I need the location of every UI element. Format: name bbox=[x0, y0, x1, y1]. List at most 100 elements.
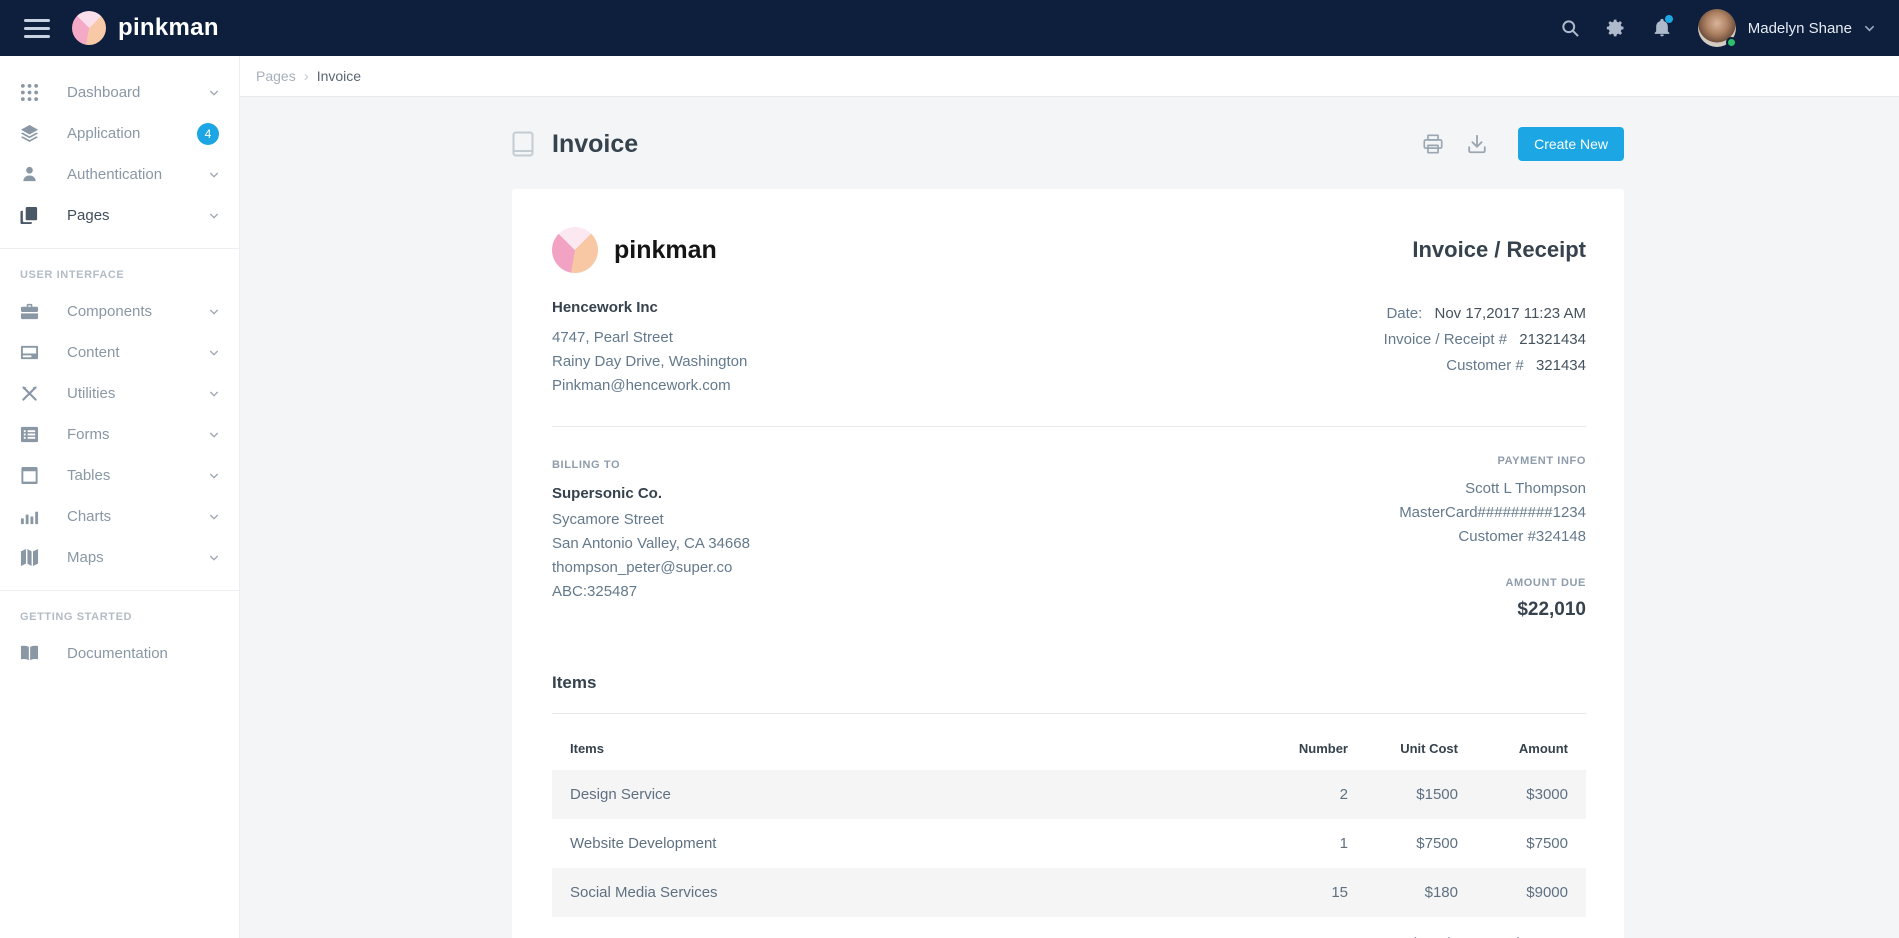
card-divider bbox=[552, 713, 1586, 714]
sidebar-item-application[interactable]: Application 4 bbox=[0, 113, 239, 154]
column-header-amount: Amount bbox=[1518, 740, 1568, 756]
column-header-number: Number bbox=[1298, 740, 1348, 756]
amount-due-block: AMOUNT DUE $22,010 bbox=[1399, 577, 1586, 621]
sidebar-item-pages[interactable]: Pages bbox=[0, 195, 239, 236]
chevron-down-icon bbox=[209, 307, 219, 317]
sidebar-item-authentication[interactable]: Authentication bbox=[0, 154, 239, 195]
hamburger-icon[interactable] bbox=[24, 18, 50, 38]
sidebar-item-label: Application bbox=[67, 125, 141, 142]
billing-line: San Antonio Valley, CA 34668 bbox=[552, 535, 750, 552]
subtotals-label: Subtotals bbox=[1348, 935, 1458, 938]
sidebar-item-tables[interactable]: Tables bbox=[0, 455, 239, 496]
sidebar-divider bbox=[0, 248, 239, 249]
pinkman-logo-icon bbox=[72, 11, 106, 45]
item-amount: $3000 bbox=[1526, 786, 1568, 803]
download-icon[interactable] bbox=[1466, 133, 1488, 155]
application-badge: 4 bbox=[197, 122, 219, 145]
table-row: Website Development 1 $7500 $7500 bbox=[552, 819, 1586, 868]
item-number: 15 bbox=[1331, 884, 1348, 901]
item-number: 2 bbox=[1339, 786, 1348, 803]
brand[interactable]: pinkman bbox=[72, 11, 219, 45]
list-icon bbox=[20, 425, 39, 444]
notification-dot bbox=[1664, 15, 1673, 23]
invoice-number-label: Invoice / Receipt # bbox=[1383, 331, 1508, 348]
column-header-items: Items bbox=[570, 740, 604, 756]
user-name: Madelyn Shane bbox=[1747, 19, 1852, 37]
gear-icon[interactable] bbox=[1606, 18, 1626, 38]
company-address-line: 4747, Pearl Street bbox=[552, 329, 673, 346]
invoice-date-row: Date: Nov 17,2017 11:23 AM bbox=[1384, 301, 1586, 327]
chevron-down-icon bbox=[209, 170, 219, 180]
user-menu[interactable]: Madelyn Shane bbox=[1697, 9, 1875, 48]
create-new-button[interactable]: Create New bbox=[1518, 127, 1624, 161]
brand-name: pinkman bbox=[118, 14, 219, 41]
items-table: Items Number Unit Cost Amount Design Ser… bbox=[552, 726, 1586, 938]
sidebar-item-label: Utilities bbox=[67, 385, 116, 402]
billing-heading: BILLING TO bbox=[552, 459, 621, 471]
table-row: Design Service 2 $1500 $3000 bbox=[552, 770, 1586, 819]
sidebar-item-documentation[interactable]: Documentation bbox=[0, 633, 239, 674]
sidebar-item-label: Dashboard bbox=[67, 84, 141, 101]
sidebar-item-label: Forms bbox=[67, 426, 110, 443]
chevron-down-icon bbox=[209, 430, 219, 440]
invoice-number-value: 21321434 bbox=[1519, 331, 1586, 348]
billing-reference: ABC:325487 bbox=[552, 583, 638, 600]
billing-name: Supersonic Co. bbox=[552, 485, 663, 502]
sidebar-item-label: Tables bbox=[67, 467, 111, 484]
page-header: Invoice Create New bbox=[512, 127, 1624, 161]
chevron-down-icon bbox=[209, 88, 219, 98]
payment-customer: Customer #324148 bbox=[1458, 528, 1586, 545]
bell-icon[interactable] bbox=[1652, 15, 1673, 38]
sidebar-item-components[interactable]: Components bbox=[0, 291, 239, 332]
item-unit-cost: $180 bbox=[1424, 884, 1458, 901]
sidebar-item-maps[interactable]: Maps bbox=[0, 537, 239, 578]
invoice-doc-title: Invoice / Receipt bbox=[1412, 237, 1586, 262]
breadcrumb: Pages › Invoice bbox=[240, 56, 1899, 97]
sidebar-item-label: Pages bbox=[67, 207, 110, 224]
customer-number-value: 321434 bbox=[1535, 357, 1586, 374]
chevron-down-icon bbox=[209, 471, 219, 481]
layers-icon bbox=[20, 124, 39, 143]
item-name: Social Media Services bbox=[570, 884, 718, 901]
map-icon bbox=[20, 548, 39, 567]
table-row: Social Media Services 15 $180 $9000 bbox=[552, 868, 1586, 917]
payment-name: Scott L Thompson bbox=[1465, 480, 1586, 497]
sidebar-item-forms[interactable]: Forms bbox=[0, 414, 239, 455]
open-book-icon bbox=[20, 644, 39, 663]
pages-icon bbox=[20, 206, 39, 225]
content-icon bbox=[20, 343, 39, 362]
sidebar-item-dashboard[interactable]: Dashboard bbox=[0, 72, 239, 113]
sidebar-section-user-interface: USER INTERFACE bbox=[20, 269, 125, 281]
sidebar-item-content[interactable]: Content bbox=[0, 332, 239, 373]
top-navbar: pinkman Madelyn Shane bbox=[0, 0, 1899, 56]
company-name: Hencework Inc bbox=[552, 299, 658, 316]
payment-block: PAYMENT INFO Scott L Thompson MasterCard… bbox=[1399, 455, 1586, 621]
sidebar-section-getting-started: GETTING STARTED bbox=[20, 611, 133, 623]
sidebar-item-label: Maps bbox=[67, 549, 104, 566]
sidebar-item-utilities[interactable]: Utilities bbox=[0, 373, 239, 414]
invoice-meta-block: Date: Nov 17,2017 11:23 AM Invoice / Rec… bbox=[1384, 301, 1586, 398]
payment-card: MasterCard#########1234 bbox=[1399, 504, 1586, 521]
breadcrumb-parent[interactable]: Pages bbox=[256, 68, 296, 84]
chevron-down-icon bbox=[209, 211, 219, 221]
chevron-down-icon bbox=[1864, 23, 1875, 34]
breadcrumb-separator-icon: › bbox=[303, 67, 309, 85]
column-header-unit-cost: Unit Cost bbox=[1400, 740, 1458, 756]
items-heading: Items bbox=[552, 673, 597, 692]
search-icon[interactable] bbox=[1560, 18, 1580, 38]
sidebar-item-label: Content bbox=[67, 344, 120, 361]
billing-block: BILLING TO Supersonic Co. Sycamore Stree… bbox=[552, 455, 750, 621]
chevron-down-icon bbox=[209, 512, 219, 522]
printer-icon[interactable] bbox=[1422, 133, 1444, 155]
sidebar-item-charts[interactable]: Charts bbox=[0, 496, 239, 537]
chevron-down-icon bbox=[209, 348, 219, 358]
page-title: Invoice bbox=[552, 129, 639, 158]
item-unit-cost: $7500 bbox=[1416, 835, 1458, 852]
sidebar-divider bbox=[0, 590, 239, 591]
avatar bbox=[1697, 9, 1737, 48]
bar-chart-icon bbox=[20, 507, 39, 526]
amount-due-value: $22,010 bbox=[1517, 599, 1586, 620]
breadcrumb-current: Invoice bbox=[316, 68, 362, 84]
invoice-brand-name: pinkman bbox=[614, 235, 717, 264]
tools-icon bbox=[20, 384, 39, 403]
